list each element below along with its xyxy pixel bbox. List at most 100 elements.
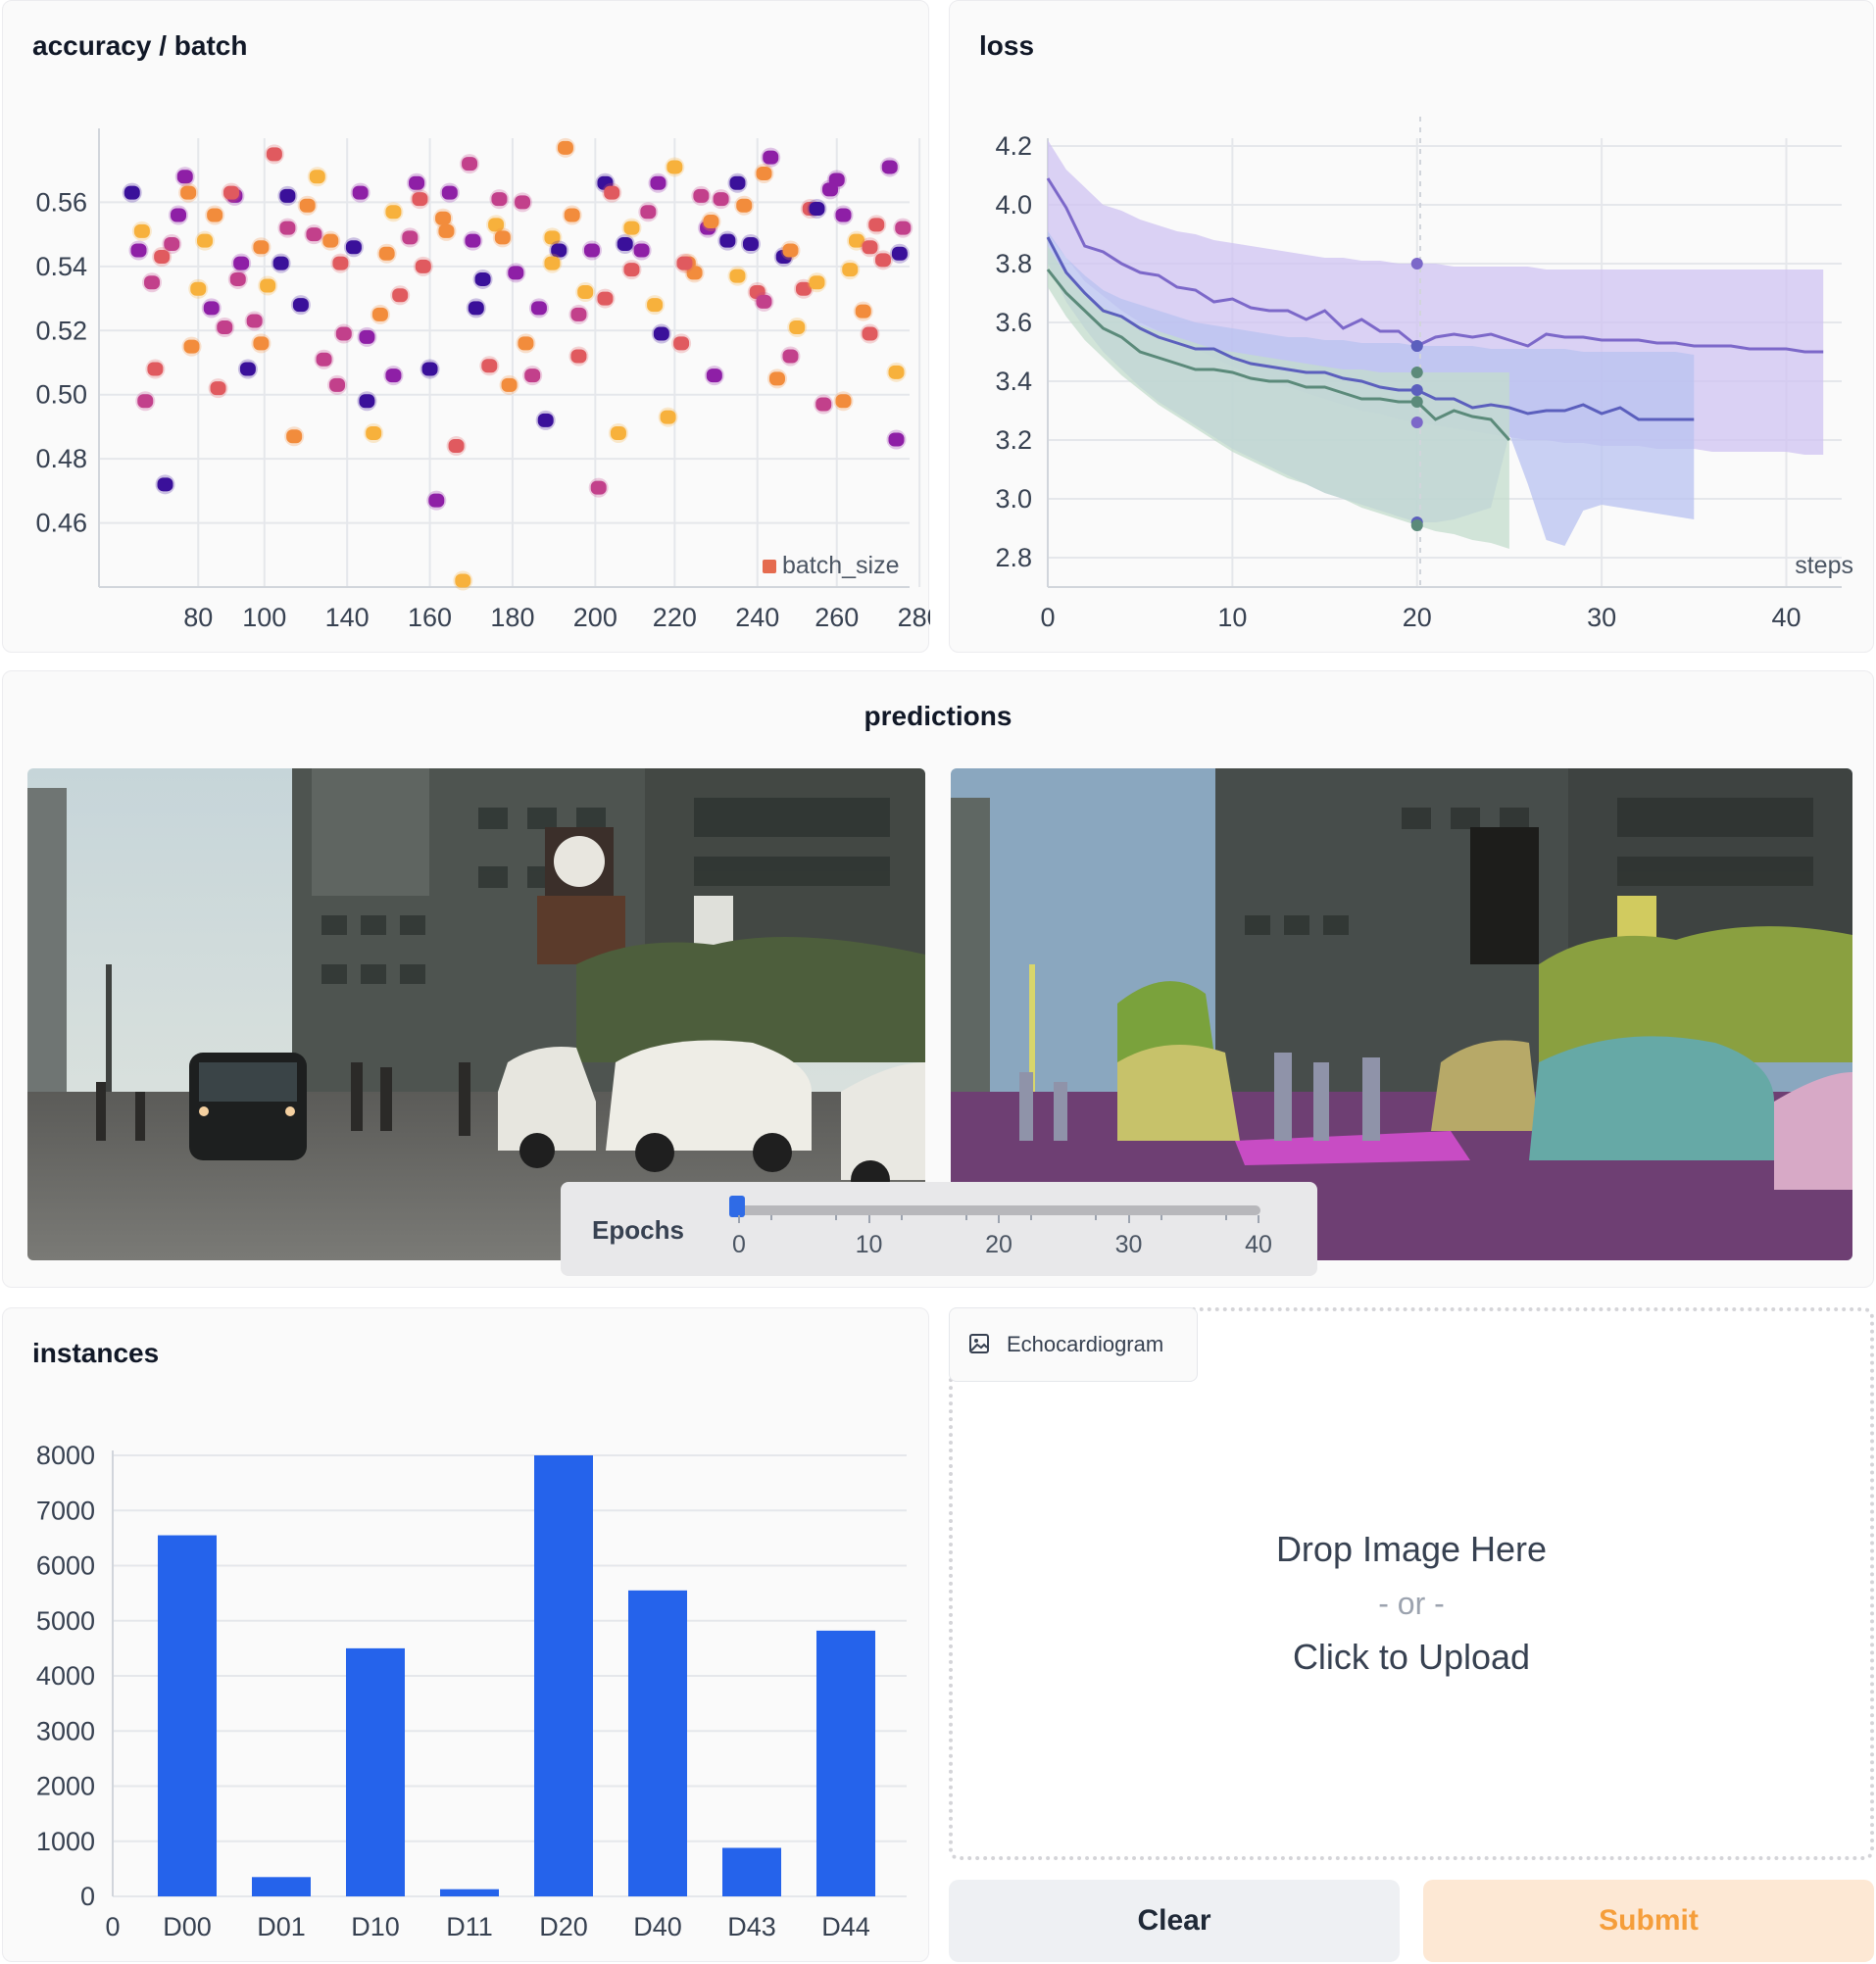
scatter-point[interactable] bbox=[713, 192, 729, 207]
scatter-point[interactable] bbox=[462, 157, 478, 172]
scatter-point[interactable] bbox=[309, 170, 325, 184]
scatter-point[interactable] bbox=[763, 150, 779, 165]
scatter-point[interactable] bbox=[335, 326, 352, 341]
scatter-point[interactable] bbox=[352, 185, 369, 200]
scatter-point[interactable] bbox=[809, 275, 825, 290]
scatter-point[interactable] bbox=[180, 185, 197, 200]
scatter-point[interactable] bbox=[518, 336, 534, 351]
scatter-point[interactable] bbox=[706, 368, 722, 383]
scatter-point[interactable] bbox=[782, 243, 799, 258]
scatter-point[interactable] bbox=[842, 263, 859, 277]
scatter-point[interactable] bbox=[647, 298, 664, 313]
scatter-point[interactable] bbox=[768, 371, 785, 386]
bar-d43[interactable] bbox=[722, 1847, 781, 1897]
scatter-point[interactable] bbox=[345, 240, 362, 255]
scatter-point[interactable] bbox=[378, 246, 395, 261]
scatter-point[interactable] bbox=[306, 227, 322, 242]
scatter-point[interactable] bbox=[217, 320, 233, 335]
scatter-point[interactable] bbox=[233, 256, 250, 270]
scatter-point[interactable] bbox=[868, 218, 885, 232]
scatter-point[interactable] bbox=[239, 362, 256, 376]
scatter-point[interactable] bbox=[412, 192, 428, 207]
scatter-point[interactable] bbox=[329, 377, 346, 392]
scatter-point[interactable] bbox=[332, 256, 349, 270]
loss-series-line[interactable] bbox=[1046, 269, 1511, 442]
scatter-point[interactable] bbox=[862, 326, 878, 341]
scatter-point[interactable] bbox=[286, 429, 303, 444]
scatter-point[interactable] bbox=[524, 368, 541, 383]
scatter-point[interactable] bbox=[703, 215, 719, 229]
scatter-point[interactable] bbox=[848, 233, 864, 248]
scatter-point[interactable] bbox=[508, 266, 524, 280]
scatter-point[interactable] bbox=[481, 359, 498, 373]
bar-d10[interactable] bbox=[346, 1647, 405, 1896]
scatter-point[interactable] bbox=[144, 275, 161, 290]
scatter-point[interactable] bbox=[176, 170, 193, 184]
scatter-point[interactable] bbox=[409, 175, 425, 190]
scatter-point[interactable] bbox=[260, 278, 276, 293]
scatter-point[interactable] bbox=[322, 233, 339, 248]
scatter-point[interactable] bbox=[610, 425, 626, 440]
loss-series-line[interactable] bbox=[1046, 177, 1824, 354]
scatter-point[interactable] bbox=[190, 281, 207, 296]
scatter-point[interactable] bbox=[686, 266, 703, 280]
scatter-point[interactable] bbox=[577, 285, 594, 300]
scatter-point[interactable] bbox=[147, 362, 164, 376]
scatter-point[interactable] bbox=[891, 246, 908, 261]
scatter-point[interactable] bbox=[660, 410, 676, 424]
bar-d00[interactable] bbox=[158, 1535, 217, 1896]
scatter-point[interactable] bbox=[371, 307, 388, 321]
scatter-point[interactable] bbox=[154, 250, 171, 265]
scatter-point[interactable] bbox=[515, 195, 531, 210]
scatter-point[interactable] bbox=[835, 394, 852, 409]
scatter-point[interactable] bbox=[279, 188, 296, 203]
scatter-point[interactable] bbox=[604, 185, 620, 200]
bar-d44[interactable] bbox=[816, 1630, 875, 1896]
scatter-point[interactable] bbox=[491, 192, 508, 207]
scatter-point[interactable] bbox=[650, 175, 666, 190]
scatter-point[interactable] bbox=[782, 349, 799, 364]
scatter-point[interactable] bbox=[253, 336, 270, 351]
scatter-point[interactable] bbox=[557, 140, 573, 155]
scatter-point[interactable] bbox=[203, 301, 220, 316]
bar-d01[interactable] bbox=[252, 1877, 311, 1896]
scatter-point[interactable] bbox=[266, 147, 282, 162]
scatter-point[interactable] bbox=[137, 394, 154, 409]
scatter-point[interactable] bbox=[537, 413, 554, 427]
scatter-point[interactable] bbox=[164, 236, 180, 251]
scatter-point[interactable] bbox=[736, 198, 753, 213]
scatter-point[interactable] bbox=[229, 271, 246, 286]
scatter-point[interactable] bbox=[438, 223, 455, 238]
scatter-point[interactable] bbox=[673, 336, 690, 351]
image-drop-zone[interactable]: Drop Image Here - or - Click to Upload bbox=[949, 1307, 1874, 1860]
scatter-point[interactable] bbox=[441, 185, 458, 200]
scatter-point[interactable] bbox=[795, 281, 812, 296]
scatter-point[interactable] bbox=[359, 329, 375, 344]
scatter-point[interactable] bbox=[729, 175, 746, 190]
scatter-point[interactable] bbox=[359, 394, 375, 409]
scatter-point[interactable] bbox=[183, 339, 200, 354]
scatter-point[interactable] bbox=[719, 233, 736, 248]
scatter-point[interactable] bbox=[815, 397, 832, 412]
scatter-point[interactable] bbox=[488, 218, 505, 232]
scatter-point[interactable] bbox=[501, 377, 518, 392]
scatter-point[interactable] bbox=[474, 271, 491, 286]
bar-d20[interactable] bbox=[534, 1455, 593, 1896]
scatter-point[interactable] bbox=[640, 205, 657, 220]
scatter-point[interactable] bbox=[653, 326, 669, 341]
scatter-point[interactable] bbox=[623, 221, 640, 235]
scatter-point[interactable] bbox=[633, 243, 650, 258]
epochs-slider-thumb[interactable] bbox=[729, 1196, 745, 1217]
scatter-point[interactable] bbox=[583, 243, 600, 258]
scatter-point[interactable] bbox=[415, 259, 431, 273]
scatter-point[interactable] bbox=[465, 233, 481, 248]
scatter-point[interactable] bbox=[392, 288, 409, 303]
bar-d11[interactable] bbox=[440, 1889, 499, 1896]
scatter-point[interactable] bbox=[210, 381, 226, 396]
submit-button[interactable]: Submit bbox=[1423, 1880, 1874, 1962]
scatter-point[interactable] bbox=[299, 198, 316, 213]
scatter-point[interactable] bbox=[385, 205, 402, 220]
scatter-point[interactable] bbox=[279, 221, 296, 235]
scatter-point[interactable] bbox=[544, 256, 561, 270]
scatter-point[interactable] bbox=[207, 208, 223, 222]
